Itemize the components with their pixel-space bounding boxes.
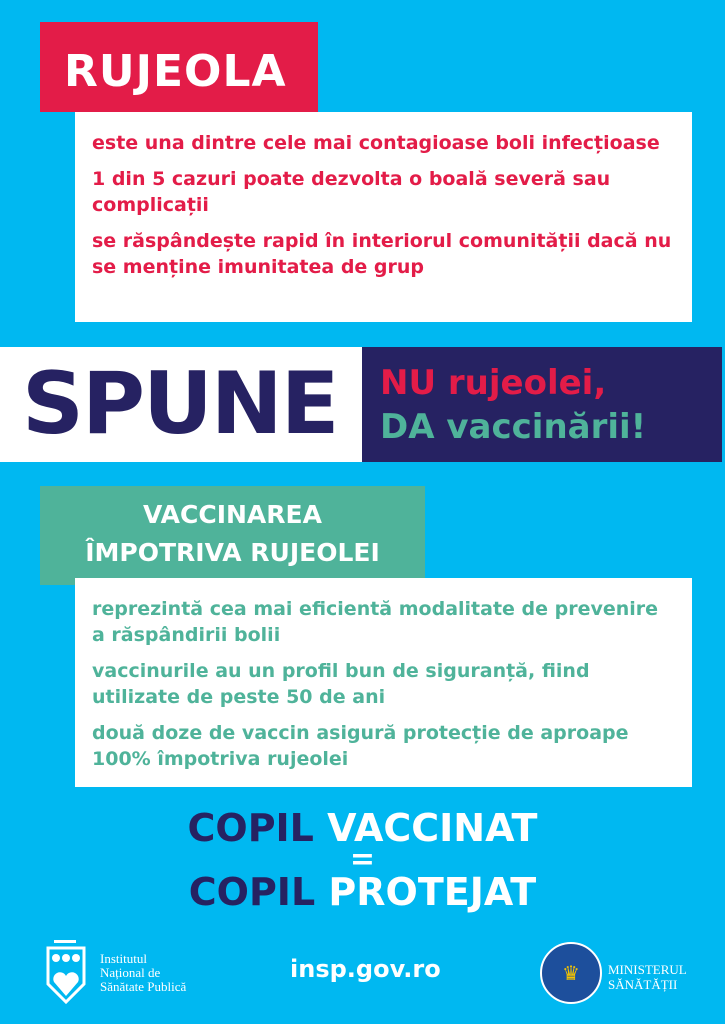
vaccination-title-box: VACCINAREA ÎMPOTRIVA RUJEOLEI xyxy=(40,486,425,585)
vaccination-facts-box: reprezintă cea mai eficientă modalitate … xyxy=(75,578,692,787)
government-seal-icon: ♛ xyxy=(540,942,602,1004)
vaccination-fact: reprezintă cea mai eficientă modalitate … xyxy=(92,598,659,646)
measles-fact: este una dintre cele mai contagioase bol… xyxy=(92,132,660,154)
spune-band xyxy=(0,347,362,462)
title: RUJEOLA xyxy=(64,46,287,97)
slogan-copil: COPIL xyxy=(188,870,316,914)
message-band: NU rujeolei, DA vaccinării! xyxy=(362,347,722,462)
slogan-copil: COPIL xyxy=(187,806,314,850)
measles-fact: 1 din 5 cazuri poate dezvolta o boală se… xyxy=(92,168,611,216)
insp-name-line: Sănătate Publică xyxy=(100,979,187,994)
vaccination-title-line1: VACCINAREA xyxy=(143,500,322,529)
insp-name: Institutul Național de Sănătate Publică xyxy=(100,952,186,994)
ministry-name-line: MINISTERUL xyxy=(608,962,687,977)
insp-name-line: Institutul xyxy=(100,951,147,966)
yes-vaccination-text: DA vaccinării! xyxy=(380,407,647,447)
slogan-protejat: PROTEJAT xyxy=(328,870,537,914)
eagle-icon: ♛ xyxy=(562,961,580,985)
spune-text: SPUNE xyxy=(22,354,340,454)
insp-name-line: Național de xyxy=(100,965,161,980)
vaccination-title-line2: ÎMPOTRIVA RUJEOLEI xyxy=(85,538,380,567)
ministry-name-line: SĂNĂTĂȚII xyxy=(608,977,678,992)
insp-logo-icon xyxy=(46,940,86,1004)
vaccination-fact: vaccinurile au un profil bun de siguranț… xyxy=(92,660,590,708)
slogan: COPIL VACCINAT = COPIL PROTEJAT xyxy=(0,806,725,914)
measles-fact: se răspândește rapid în interiorul comun… xyxy=(92,230,672,278)
website-link[interactable]: insp.gov.ro xyxy=(290,955,441,983)
measles-facts-box: este una dintre cele mai contagioase bol… xyxy=(75,112,692,322)
no-measles-text: NU rujeolei, xyxy=(380,363,607,403)
slogan-equals: = xyxy=(349,842,376,877)
title-banner: RUJEOLA xyxy=(40,22,318,112)
vaccination-fact: două doze de vaccin asigură protecție de… xyxy=(92,722,629,770)
ministry-name: MINISTERUL SĂNĂTĂȚII xyxy=(608,962,687,992)
slogan-vaccinat: VACCINAT xyxy=(327,806,538,850)
